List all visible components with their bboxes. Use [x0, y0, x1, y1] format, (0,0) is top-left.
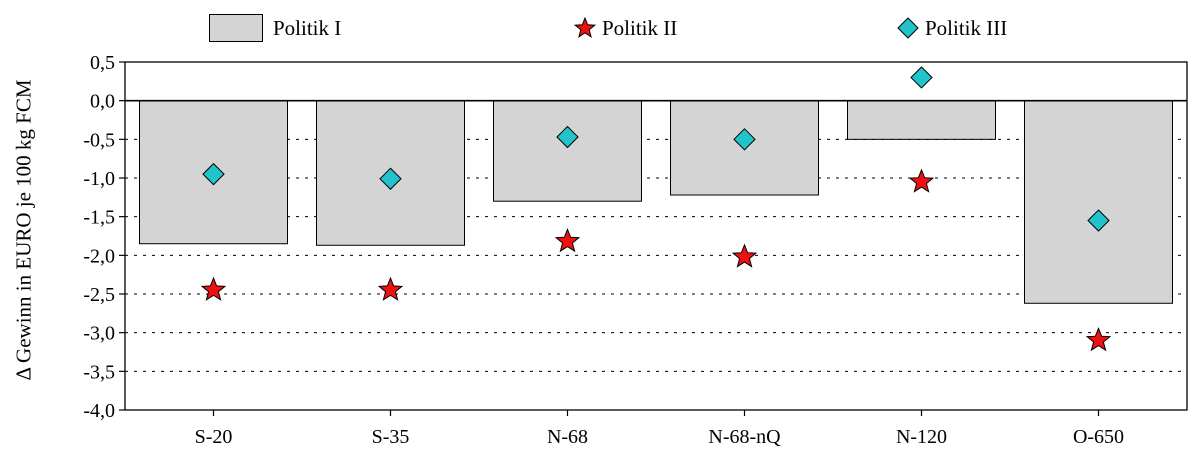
y-tick-label: -3,5	[83, 361, 115, 383]
y-tick-label: -0,5	[83, 129, 115, 151]
legend-item-politik-2: Politik II	[574, 10, 677, 46]
star-marker	[554, 228, 581, 253]
x-tick-label: S-20	[195, 426, 233, 448]
bar	[493, 100, 642, 202]
legend-label-politik-3: Politik III	[925, 15, 1008, 40]
legend-item-politik-3: Politik III	[897, 10, 1007, 46]
y-tick-label: -1,0	[83, 168, 115, 190]
y-tick-label: 0,0	[90, 91, 115, 113]
diamond-icon	[897, 17, 919, 39]
bar	[1024, 100, 1173, 304]
y-tick-label: 0,5	[90, 52, 115, 74]
diamond-marker	[379, 167, 402, 190]
legend-item-politik-1: Politik I	[209, 10, 341, 46]
diamond-marker	[556, 125, 579, 149]
y-tick-label: -2,5	[83, 284, 115, 306]
bar	[847, 100, 996, 140]
legend-label-politik-2: Politik II	[602, 15, 678, 40]
star-icon	[574, 17, 596, 38]
y-tick-label: -2,0	[83, 245, 115, 267]
star-marker	[200, 276, 227, 301]
legend: Politik I Politik II Politik III	[0, 10, 1196, 50]
star-marker	[1085, 327, 1112, 352]
diamond-marker	[910, 66, 933, 89]
diamond-marker	[202, 162, 225, 186]
x-tick-label: N-68	[547, 426, 588, 448]
x-tick-label: N-68-nQ	[708, 426, 781, 448]
plot-frame	[124, 61, 1188, 411]
diamond-marker	[1087, 209, 1110, 232]
star-marker	[377, 276, 404, 301]
star-marker	[908, 168, 935, 193]
bar	[316, 100, 465, 246]
x-tick-label: O-650	[1073, 426, 1124, 448]
legend-bar-swatch	[209, 14, 263, 42]
y-tick-label: -3,0	[83, 323, 115, 345]
star-marker	[731, 243, 758, 268]
legend-label-politik-1: Politik I	[273, 15, 342, 40]
y-tick-label: -1,5	[83, 207, 115, 229]
diamond-marker	[733, 128, 756, 151]
x-tick-label: S-35	[372, 426, 410, 448]
x-tick-label: N-120	[896, 426, 947, 448]
y-tick-label: -4,0	[83, 400, 115, 422]
